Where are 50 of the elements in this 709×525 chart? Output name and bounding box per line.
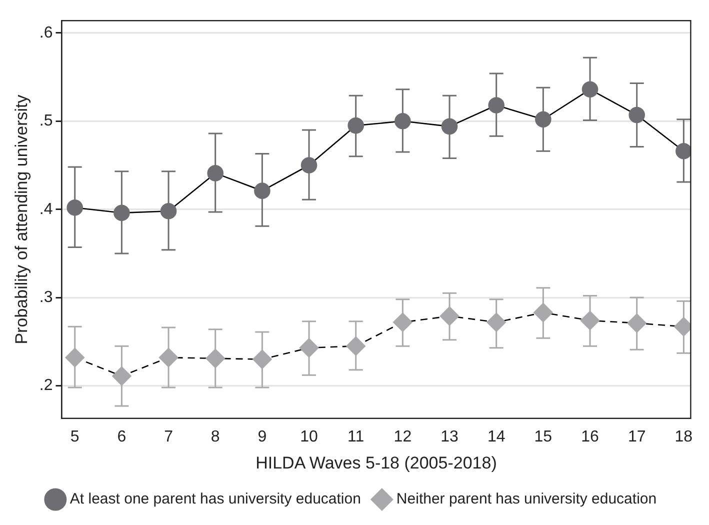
x-tick-label: 11 xyxy=(348,428,364,446)
point xyxy=(254,182,270,199)
x-tick-label: 15 xyxy=(534,428,552,446)
point xyxy=(348,117,364,134)
x-tick-label: 12 xyxy=(394,428,412,446)
point xyxy=(488,97,504,114)
x-tick-label: 13 xyxy=(440,428,459,446)
y-tick-label: .4 xyxy=(39,200,53,218)
x-tick-label: 16 xyxy=(581,428,600,446)
point xyxy=(535,111,552,128)
x-tick-label: 5 xyxy=(70,428,80,446)
x-axis-title: HILDA Waves 5-18 (2005-2018) xyxy=(256,453,497,472)
point xyxy=(441,118,458,135)
x-tick-label: 7 xyxy=(164,428,174,446)
point xyxy=(300,157,318,174)
y-tick-label: .6 xyxy=(39,24,53,42)
legend-label: Neither parent has university education xyxy=(396,490,657,508)
point xyxy=(440,306,460,326)
point xyxy=(627,313,646,333)
point xyxy=(628,106,645,124)
x-tick-label: 18 xyxy=(674,428,693,446)
point xyxy=(114,204,130,222)
point xyxy=(394,113,411,130)
point xyxy=(346,336,366,356)
point xyxy=(160,202,177,220)
y-tick-label: .3 xyxy=(39,288,53,306)
x-tick-label: 6 xyxy=(117,428,126,446)
point xyxy=(299,338,319,358)
point xyxy=(65,348,85,368)
point xyxy=(252,350,272,369)
y-axis-title: Probability of attending university xyxy=(12,94,31,344)
point xyxy=(582,81,598,98)
point xyxy=(158,348,178,368)
point xyxy=(580,310,600,330)
x-tick-label: 9 xyxy=(258,428,267,446)
point xyxy=(486,312,506,332)
legend-label: At least one parent has university education xyxy=(70,490,361,508)
point xyxy=(534,302,553,322)
y-tick-label: .5 xyxy=(39,112,53,130)
point xyxy=(393,312,412,332)
point xyxy=(206,348,226,368)
point xyxy=(66,199,84,216)
x-tick-label: 8 xyxy=(210,428,220,446)
point xyxy=(112,366,132,386)
point xyxy=(207,165,224,182)
x-tick-label: 10 xyxy=(300,428,318,446)
y-tick-label: .2 xyxy=(39,377,53,394)
x-tick-label: 17 xyxy=(628,428,646,446)
x-tick-label: 14 xyxy=(487,428,506,446)
point xyxy=(676,142,691,160)
